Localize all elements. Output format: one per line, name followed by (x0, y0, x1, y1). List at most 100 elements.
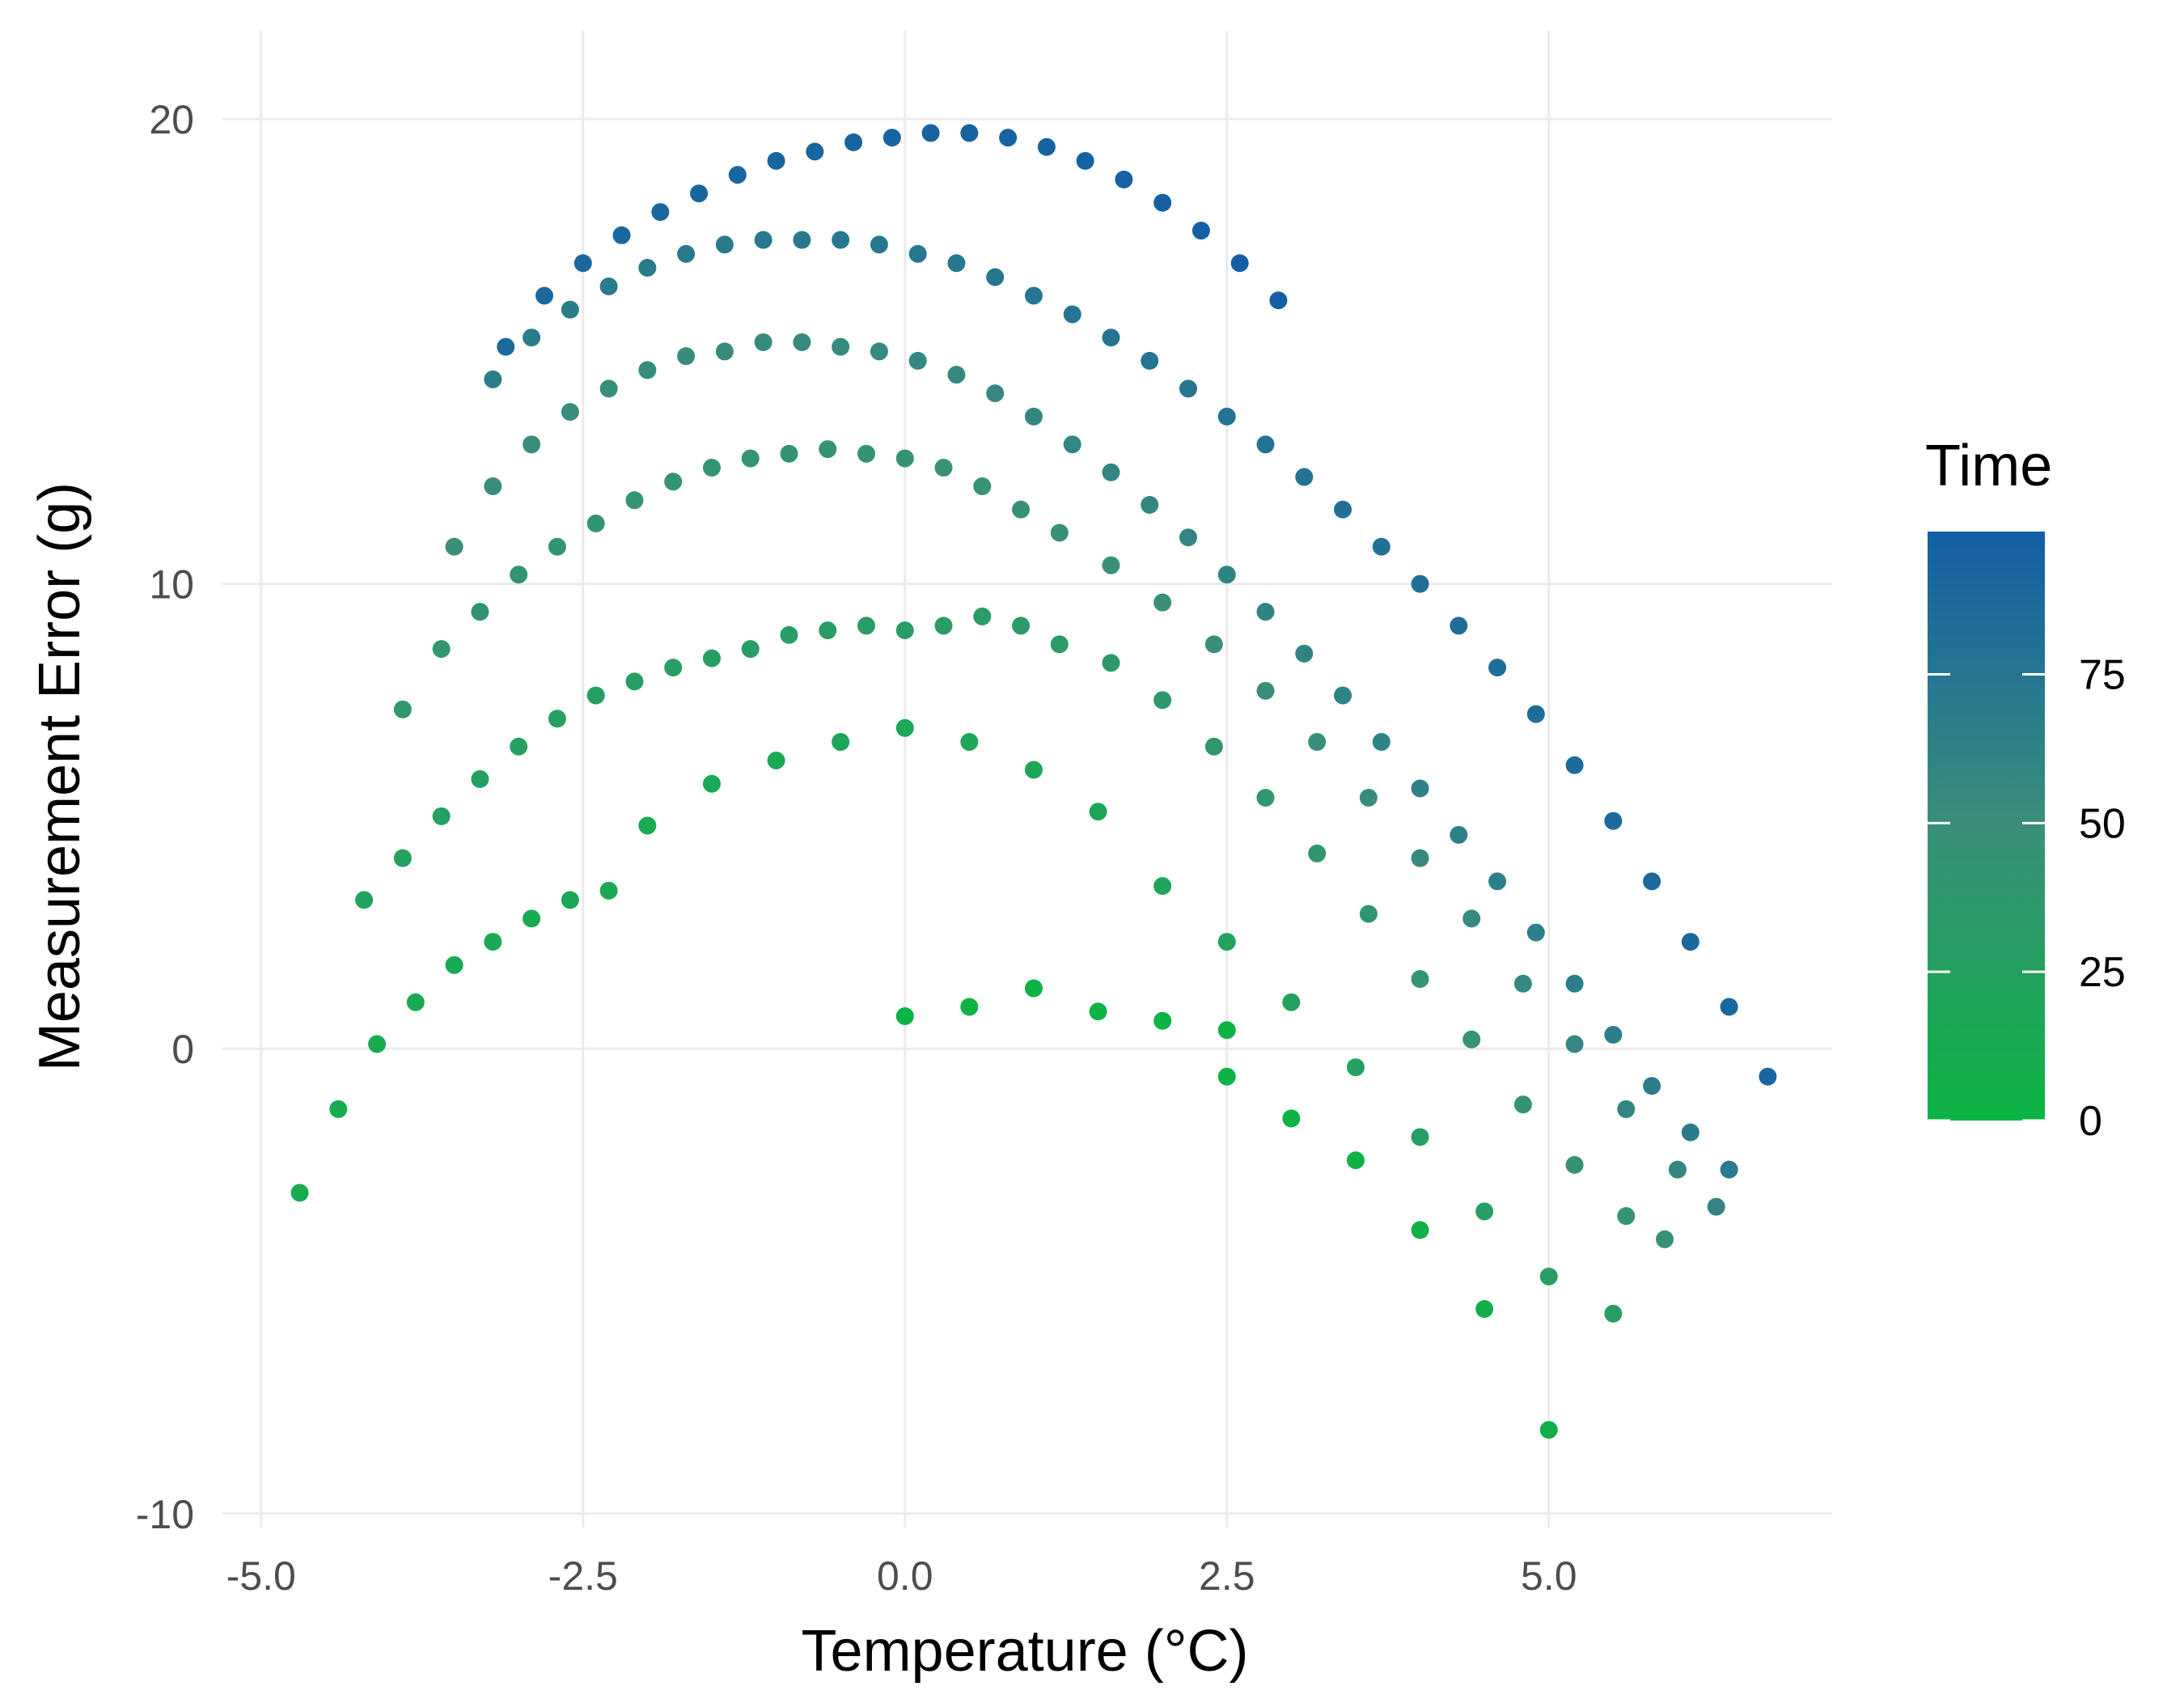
data-point (895, 449, 914, 468)
data-point (690, 184, 709, 203)
data-point (1141, 351, 1159, 370)
data-point (999, 129, 1018, 147)
data-points (290, 124, 1777, 1439)
data-point (857, 616, 875, 635)
data-point (1217, 933, 1236, 951)
data-point (664, 659, 683, 677)
data-point (625, 672, 644, 691)
data-point (1102, 556, 1120, 574)
grid-lines (222, 31, 1832, 1527)
data-point (960, 124, 979, 142)
data-point (1526, 705, 1545, 723)
data-point (767, 151, 785, 170)
data-point (1359, 788, 1378, 807)
data-point (819, 440, 837, 459)
data-point (471, 603, 489, 621)
data-point (1295, 468, 1314, 486)
data-point (1076, 151, 1094, 170)
data-point (754, 333, 772, 351)
data-point (574, 254, 592, 273)
legend-tick-label: 50 (2079, 800, 2126, 847)
data-point (986, 268, 1005, 286)
data-point (1230, 254, 1249, 273)
data-point (523, 328, 541, 347)
data-point (1256, 603, 1275, 621)
x-axis-ticks: -5.0 -2.5 0.0 2.5 5.0 (226, 1553, 1577, 1599)
data-point (741, 640, 760, 659)
data-point (1256, 435, 1275, 454)
legend-tick-label: 25 (2079, 949, 2126, 996)
data-point (1153, 593, 1172, 612)
data-point (1269, 291, 1288, 310)
data-point (612, 226, 631, 244)
data-point (393, 700, 412, 718)
data-point (1153, 877, 1172, 896)
data-point (561, 300, 579, 319)
data-point (1720, 998, 1738, 1016)
data-point (1411, 970, 1429, 989)
data-point (921, 124, 940, 142)
data-point (895, 718, 914, 737)
data-point (393, 849, 412, 867)
data-point (290, 1184, 309, 1202)
data-point (728, 166, 747, 184)
data-point (1565, 974, 1584, 993)
data-point (715, 235, 734, 254)
data-point (1604, 811, 1623, 830)
data-point (1488, 872, 1507, 891)
data-point (1604, 1304, 1623, 1323)
data-point (1089, 803, 1107, 821)
legend-colorbar (1928, 532, 2045, 1121)
data-point (368, 1035, 387, 1053)
data-point (844, 133, 863, 151)
data-point (510, 737, 528, 756)
data-point (1475, 1299, 1494, 1318)
data-point (1012, 500, 1031, 519)
data-point (1217, 566, 1236, 584)
data-point (1024, 286, 1043, 305)
data-point (1191, 222, 1210, 240)
data-point (1115, 170, 1133, 189)
legend-tick-label: 0 (2079, 1098, 2102, 1145)
x-tick-label: 2.5 (1199, 1553, 1255, 1599)
data-point (599, 379, 618, 398)
data-point (1462, 909, 1481, 928)
data-point (484, 477, 502, 496)
data-point (1102, 463, 1120, 481)
data-point (1024, 407, 1043, 426)
data-point (1295, 644, 1314, 663)
data-point (638, 361, 657, 379)
data-point (1153, 193, 1172, 212)
x-axis-title: Temperature (°C) (802, 1619, 1249, 1684)
data-point (1681, 1123, 1699, 1142)
data-point (445, 955, 463, 974)
data-point (947, 254, 966, 273)
data-point (780, 625, 798, 644)
data-point (510, 566, 528, 584)
data-point (625, 491, 644, 510)
data-point (973, 477, 992, 496)
data-point (1153, 1011, 1172, 1030)
data-point (870, 235, 888, 254)
data-point (793, 333, 811, 351)
data-point (561, 403, 579, 422)
data-point (1050, 635, 1069, 654)
data-point (702, 774, 721, 793)
data-point (754, 231, 772, 249)
data-point (1334, 686, 1352, 705)
data-point (432, 640, 451, 659)
data-point (329, 1099, 348, 1118)
x-tick-label: 5.0 (1521, 1553, 1577, 1599)
data-point (1720, 1160, 1738, 1179)
data-point (1668, 1160, 1687, 1179)
x-tick-label: -2.5 (548, 1553, 618, 1599)
data-point (741, 449, 760, 468)
data-point (1256, 681, 1275, 700)
data-point (960, 998, 979, 1016)
data-point (1346, 1058, 1365, 1077)
data-point (1656, 1230, 1674, 1248)
data-point (780, 444, 798, 463)
data-point (1411, 779, 1429, 798)
data-point (1565, 1035, 1584, 1053)
